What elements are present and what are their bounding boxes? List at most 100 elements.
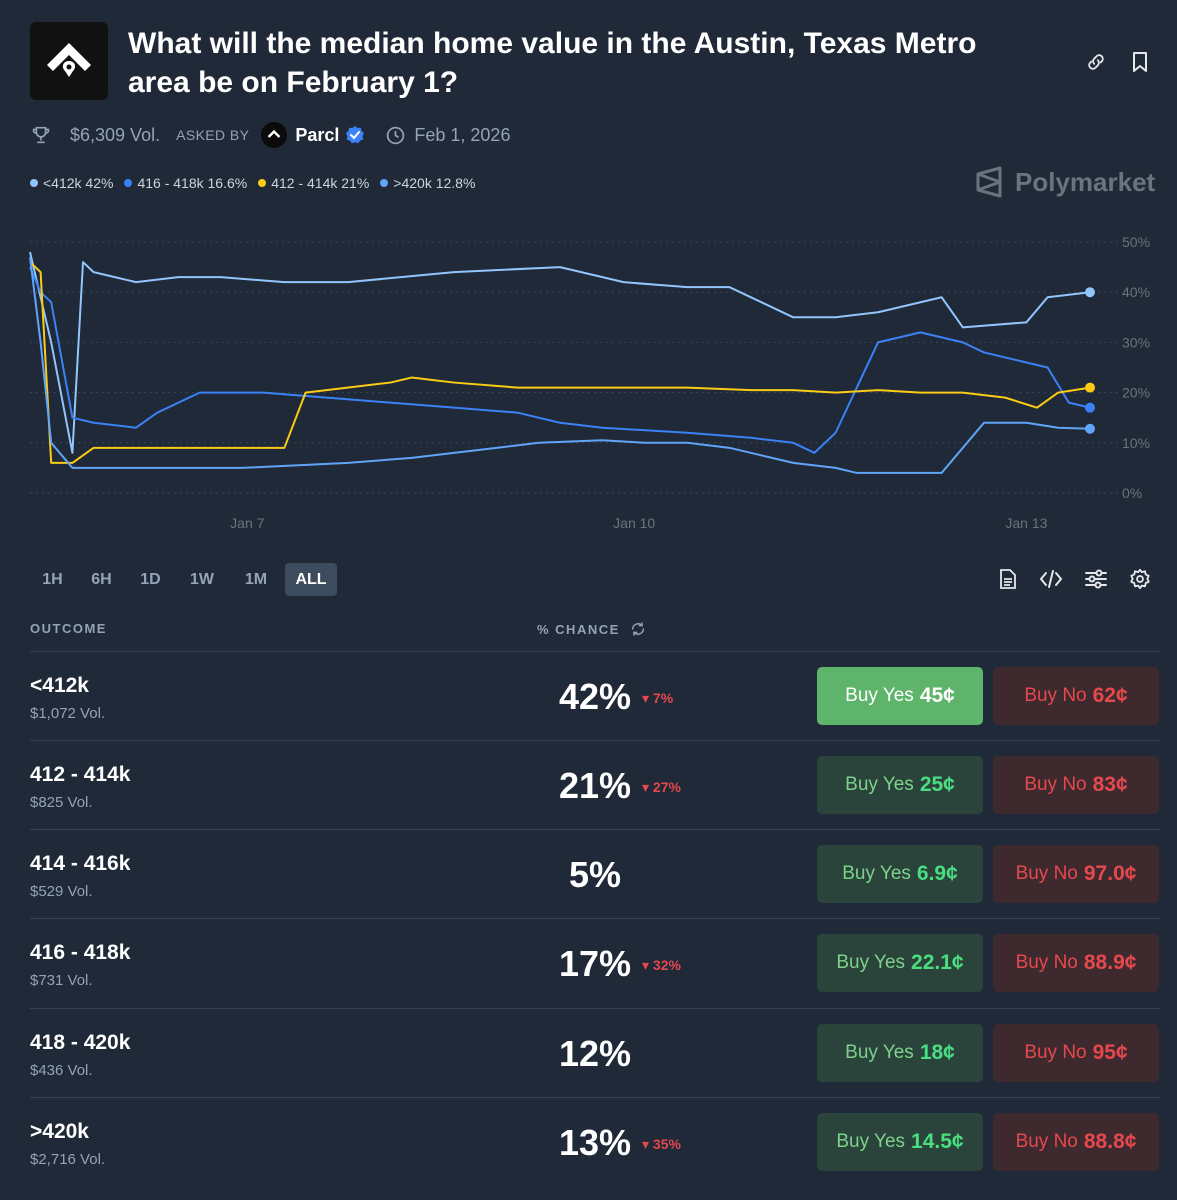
y-tick-label: 20% — [1122, 385, 1150, 401]
parcl-house-icon — [47, 43, 91, 77]
buy-yes-button[interactable]: Buy Yes 45¢ — [817, 667, 983, 725]
buy-no-price: 83¢ — [1092, 773, 1128, 796]
range-1h[interactable]: 1H — [42, 570, 63, 588]
buy-yes-price: 45¢ — [919, 684, 955, 707]
buy-yes-price: 6.9¢ — [916, 862, 958, 885]
series-line — [29, 251, 1091, 454]
range-1m[interactable]: 1M — [244, 570, 268, 588]
range-1w[interactable]: 1W — [190, 570, 214, 588]
series-line — [29, 256, 1091, 474]
link-icon[interactable] — [1082, 48, 1110, 76]
legend-item: 412 - 414k 21% — [258, 175, 369, 191]
time-range-selector: 1H 6H 1D 1W 1M ALL — [30, 563, 341, 596]
buy-no-label: Buy No — [1024, 685, 1087, 706]
buy-no-price: 97.0¢ — [1083, 862, 1137, 885]
buy-no-price: 88.8¢ — [1083, 1130, 1137, 1153]
sliders-icon[interactable] — [1083, 566, 1109, 592]
legend-item: <412k 42% — [30, 175, 113, 191]
outcome-row[interactable]: <412k $1,072 Vol. 42% ▾ 7% Buy Yes 45¢ Bu… — [30, 651, 1160, 740]
legend-label: 416 - 418k 16.6% — [137, 175, 248, 191]
series-endpoint — [1085, 287, 1095, 298]
outcome-row[interactable]: 418 - 420k $436 Vol. 12% Buy Yes 18¢ Buy … — [30, 1008, 1160, 1097]
buy-no-price: 88.9¢ — [1083, 951, 1137, 974]
range-6h[interactable]: 6H — [91, 570, 112, 588]
buy-yes-price: 18¢ — [919, 1041, 955, 1064]
buy-no-label: Buy No — [1015, 863, 1078, 884]
series-endpoint — [1085, 402, 1095, 413]
outcome-name: 412 - 414k — [30, 763, 131, 786]
outcome-column-header: OUTCOME — [30, 621, 107, 636]
buy-no-button[interactable]: Buy No 88.9¢ — [993, 934, 1159, 992]
outcome-volume: $529 Vol. — [30, 883, 93, 900]
asker-name[interactable]: Parcl — [295, 124, 340, 145]
outcome-name: 418 - 420k — [30, 1031, 131, 1054]
settings-icon[interactable] — [1127, 566, 1153, 592]
legend-dot — [380, 179, 389, 187]
clock-icon — [387, 126, 405, 144]
asker-avatar[interactable] — [261, 122, 288, 148]
buy-no-label: Buy No — [1015, 952, 1078, 973]
outcome-row[interactable]: 414 - 416k $529 Vol. 5% Buy Yes 6.9¢ Buy … — [30, 829, 1160, 918]
buy-yes-label: Buy Yes — [845, 1042, 914, 1063]
outcome-volume: $436 Vol. — [30, 1062, 93, 1079]
polymarket-brand: Polymarket — [975, 166, 1155, 198]
outcome-chance: 5% — [568, 854, 622, 895]
x-tick-label: Jan 13 — [1005, 515, 1047, 531]
document-icon[interactable] — [995, 566, 1021, 592]
refresh-icon[interactable] — [630, 621, 646, 637]
code-icon[interactable] — [1038, 566, 1064, 592]
buy-no-button[interactable]: Buy No 97.0¢ — [993, 845, 1159, 903]
outcome-chance: 13% — [558, 1122, 632, 1163]
legend-dot — [258, 179, 267, 187]
legend-label: <412k 42% — [43, 175, 114, 191]
outcome-volume: $825 Vol. — [30, 794, 93, 811]
buy-no-button[interactable]: Buy No 62¢ — [993, 667, 1159, 725]
buy-yes-button[interactable]: Buy Yes 6.9¢ — [817, 845, 983, 903]
outcome-row[interactable]: >420k $2,716 Vol. 13% ▾ 35% Buy Yes 14.5¢… — [30, 1097, 1160, 1186]
outcome-name: 416 - 418k — [30, 941, 131, 964]
buy-no-button[interactable]: Buy No 83¢ — [993, 756, 1159, 814]
range-all[interactable]: ALL — [285, 563, 337, 596]
outcome-chance: 42% — [558, 676, 632, 717]
legend-dot — [124, 179, 133, 187]
buy-yes-button[interactable]: Buy Yes 25¢ — [817, 756, 983, 814]
legend-item: >420k 12.8% — [380, 175, 475, 191]
outcome-chance: 21% — [558, 765, 632, 806]
buy-yes-label: Buy Yes — [836, 952, 906, 973]
brand-name: Polymarket — [1015, 166, 1156, 197]
buy-yes-price: 14.5¢ — [911, 1130, 964, 1153]
buy-yes-price: 25¢ — [919, 773, 955, 796]
outcome-volume: $731 Vol. — [30, 972, 93, 989]
range-1d[interactable]: 1D — [140, 570, 161, 588]
buy-no-label: Buy No — [1015, 1131, 1078, 1152]
buy-no-button[interactable]: Buy No 95¢ — [993, 1024, 1159, 1082]
outcome-chance: 12% — [558, 1033, 632, 1074]
y-tick-label: 0% — [1122, 485, 1142, 501]
series-line — [29, 261, 1091, 464]
buy-yes-button[interactable]: Buy Yes 18¢ — [817, 1024, 983, 1082]
y-tick-label: 40% — [1122, 284, 1150, 300]
outcome-row[interactable]: 412 - 414k $825 Vol. 21% ▾ 27% Buy Yes 25… — [30, 740, 1160, 829]
buy-no-price: 62¢ — [1092, 684, 1128, 707]
price-chart: 50% 40% 30% 20% 10% 0% Jan 7 Jan 10 Jan 13 — [29, 234, 1150, 531]
buy-yes-label: Buy Yes — [845, 774, 914, 795]
bookmark-icon[interactable] — [1126, 48, 1154, 76]
chance-change: ▾ 7% — [642, 690, 674, 706]
outcome-chance: 17% — [558, 943, 632, 984]
polymarket-logo-icon — [976, 166, 1002, 198]
x-tick-label: Jan 7 — [230, 515, 264, 531]
series-endpoint — [1085, 423, 1095, 434]
outcome-row[interactable]: 416 - 418k $731 Vol. 17% ▾ 32% Buy Yes 22… — [30, 918, 1160, 1007]
buy-yes-button[interactable]: Buy Yes 14.5¢ — [817, 1113, 983, 1171]
x-tick-label: Jan 10 — [613, 515, 655, 531]
buy-yes-button[interactable]: Buy Yes 22.1¢ — [817, 934, 983, 992]
y-tick-label: 10% — [1122, 435, 1150, 451]
verified-badge-icon — [346, 126, 365, 144]
buy-no-button[interactable]: Buy No 88.8¢ — [993, 1113, 1159, 1171]
outcome-name: 414 - 416k — [30, 852, 131, 875]
y-tick-label: 30% — [1122, 334, 1150, 350]
market-logo — [30, 22, 108, 100]
chance-column-header: % CHANCE — [537, 621, 646, 637]
outcome-name: >420k — [30, 1120, 89, 1143]
outcome-volume: $2,716 Vol. — [30, 1151, 106, 1168]
